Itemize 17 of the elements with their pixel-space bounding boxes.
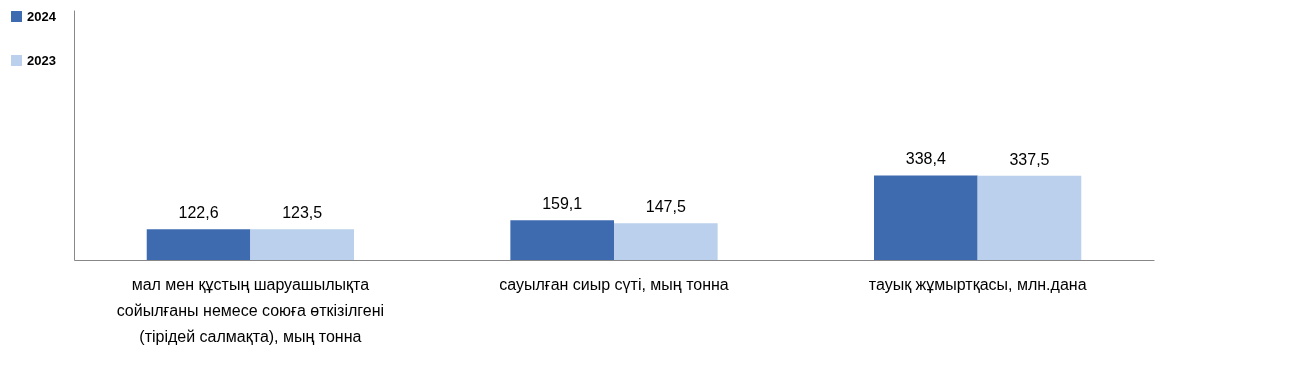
legend-label: 2024 (27, 8, 57, 24)
x-tick-label: сауылған сиыр сүті, мың тонна (499, 275, 729, 293)
bar (977, 175, 1082, 260)
data-label: 159,1 (542, 195, 583, 213)
data-label: 122,6 (178, 204, 219, 222)
data-label: 337,5 (1009, 150, 1050, 168)
bar (874, 175, 978, 260)
data-label: 147,5 (645, 198, 686, 216)
bar (250, 229, 354, 260)
legend-label: 2023 (27, 52, 56, 68)
bar (146, 229, 251, 260)
data-label: 123,5 (282, 204, 323, 222)
data-label: 338,4 (905, 150, 946, 168)
x-tick-label: тауық жұмыртқасы, млн.дана (868, 275, 1087, 293)
bar (614, 223, 718, 260)
bar (510, 220, 614, 260)
x-tick-label: мал мен құстың шаруашылықта сойылғаны немесе союға өткізілгені (тірідей салмақта), мың тонна (116, 275, 385, 345)
